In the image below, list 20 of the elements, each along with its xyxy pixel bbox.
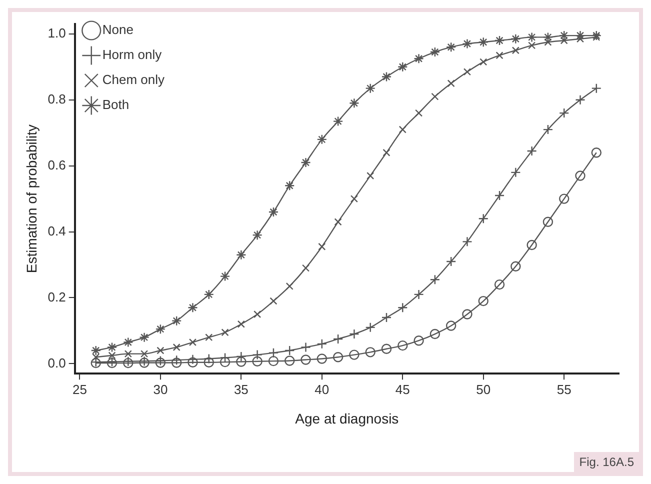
y-tick-label: 1.0 xyxy=(48,25,66,40)
x-tick-label: 30 xyxy=(153,382,168,397)
x-tick-label: 25 xyxy=(72,382,87,397)
y-tick-label: 0.2 xyxy=(48,289,66,304)
x-tick-label: 40 xyxy=(314,382,330,397)
legend-label: Horm only xyxy=(102,47,162,62)
x-tick-label: 55 xyxy=(556,382,572,397)
x-tick-label: 45 xyxy=(395,382,410,397)
caption: Fig. 16A.5 xyxy=(574,452,639,472)
y-tick-label: 0.0 xyxy=(48,355,66,370)
legend-label: None xyxy=(102,22,134,38)
x-tick-label: 50 xyxy=(476,382,491,397)
legend-label: Chem only xyxy=(102,72,166,88)
x-axis-title: Age at diagnosis xyxy=(295,410,399,426)
y-tick-label: 0.8 xyxy=(48,91,66,106)
y-tick-label: 0.4 xyxy=(48,223,66,238)
y-tick-label: 0.6 xyxy=(48,157,66,172)
legend-label: Both xyxy=(102,97,130,112)
x-tick-label: 35 xyxy=(234,382,248,397)
y-axis-title: Estimation of probability xyxy=(23,124,40,274)
